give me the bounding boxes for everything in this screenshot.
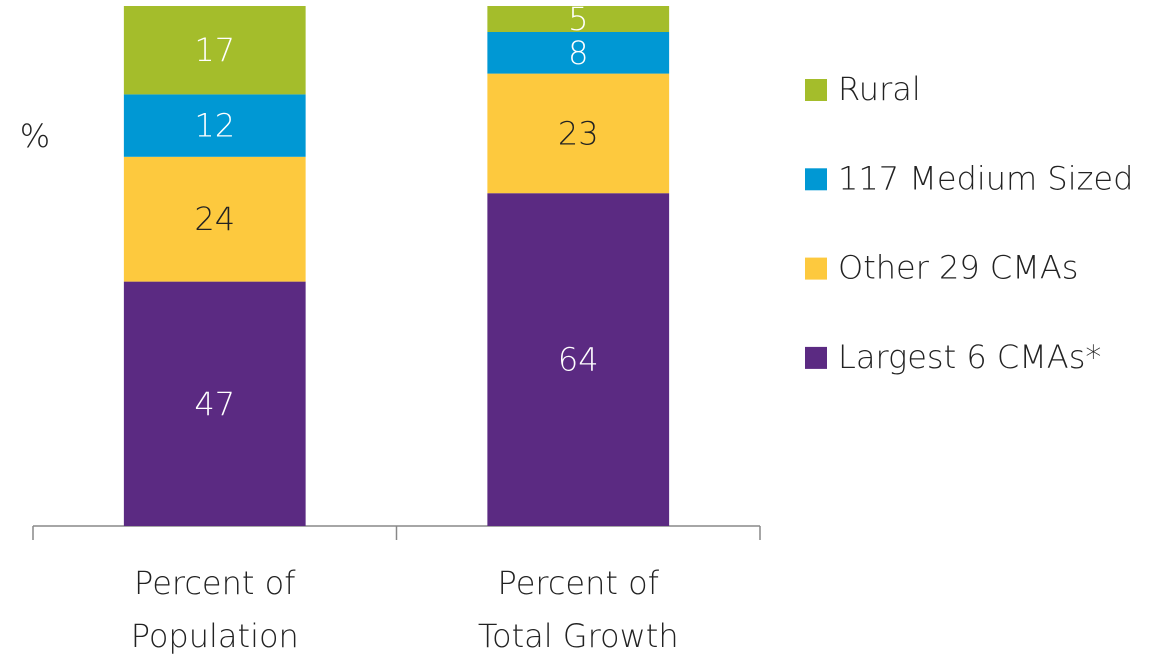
y-axis-label: % — [20, 117, 50, 155]
x-tick-label: Percent of Total Growth — [478, 564, 679, 655]
data-label: 64 — [558, 341, 599, 379]
x-tick-label: Percent of Population — [131, 564, 299, 655]
legend-swatch — [805, 168, 827, 191]
legend-swatch — [805, 257, 827, 280]
bar-segment — [123, 94, 306, 157]
data-label: 8 — [568, 34, 588, 72]
legend-swatch — [805, 346, 827, 369]
data-label: 17 — [194, 31, 235, 69]
bar-segment — [487, 6, 670, 32]
bar-segment — [487, 73, 670, 194]
data-label: 12 — [194, 107, 235, 145]
bar-segment — [487, 193, 670, 526]
bar-segment — [123, 6, 306, 95]
data-label: 47 — [194, 385, 235, 423]
legend-label: Other 29 CMAs — [838, 249, 1078, 287]
legend-swatch — [805, 79, 827, 101]
data-label: 5 — [568, 0, 588, 38]
data-label: 24 — [194, 200, 235, 238]
legend-label: Rural — [838, 70, 921, 108]
legend-label: 117 Medium Sized — [838, 159, 1133, 197]
bar-segment — [123, 156, 306, 282]
legend-label: Largest 6 CMAs* — [838, 338, 1101, 376]
bar-segment — [123, 281, 306, 526]
data-label: 23 — [558, 114, 599, 152]
bar-segment — [487, 32, 670, 74]
